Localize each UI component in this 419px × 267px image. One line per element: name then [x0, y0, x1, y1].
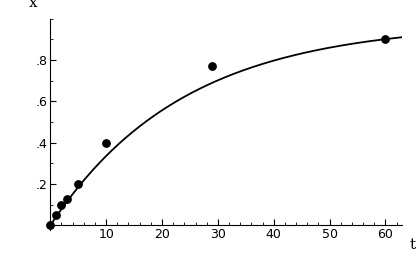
Point: [75, 182, 82, 186]
Point: [58, 203, 65, 207]
Point: [209, 64, 216, 68]
Point: [52, 213, 59, 217]
X-axis label: t: t: [410, 238, 416, 252]
Point: [382, 37, 389, 41]
Point: [64, 197, 70, 201]
Point: [47, 223, 54, 228]
Point: [103, 141, 109, 145]
Y-axis label: x: x: [28, 0, 37, 10]
